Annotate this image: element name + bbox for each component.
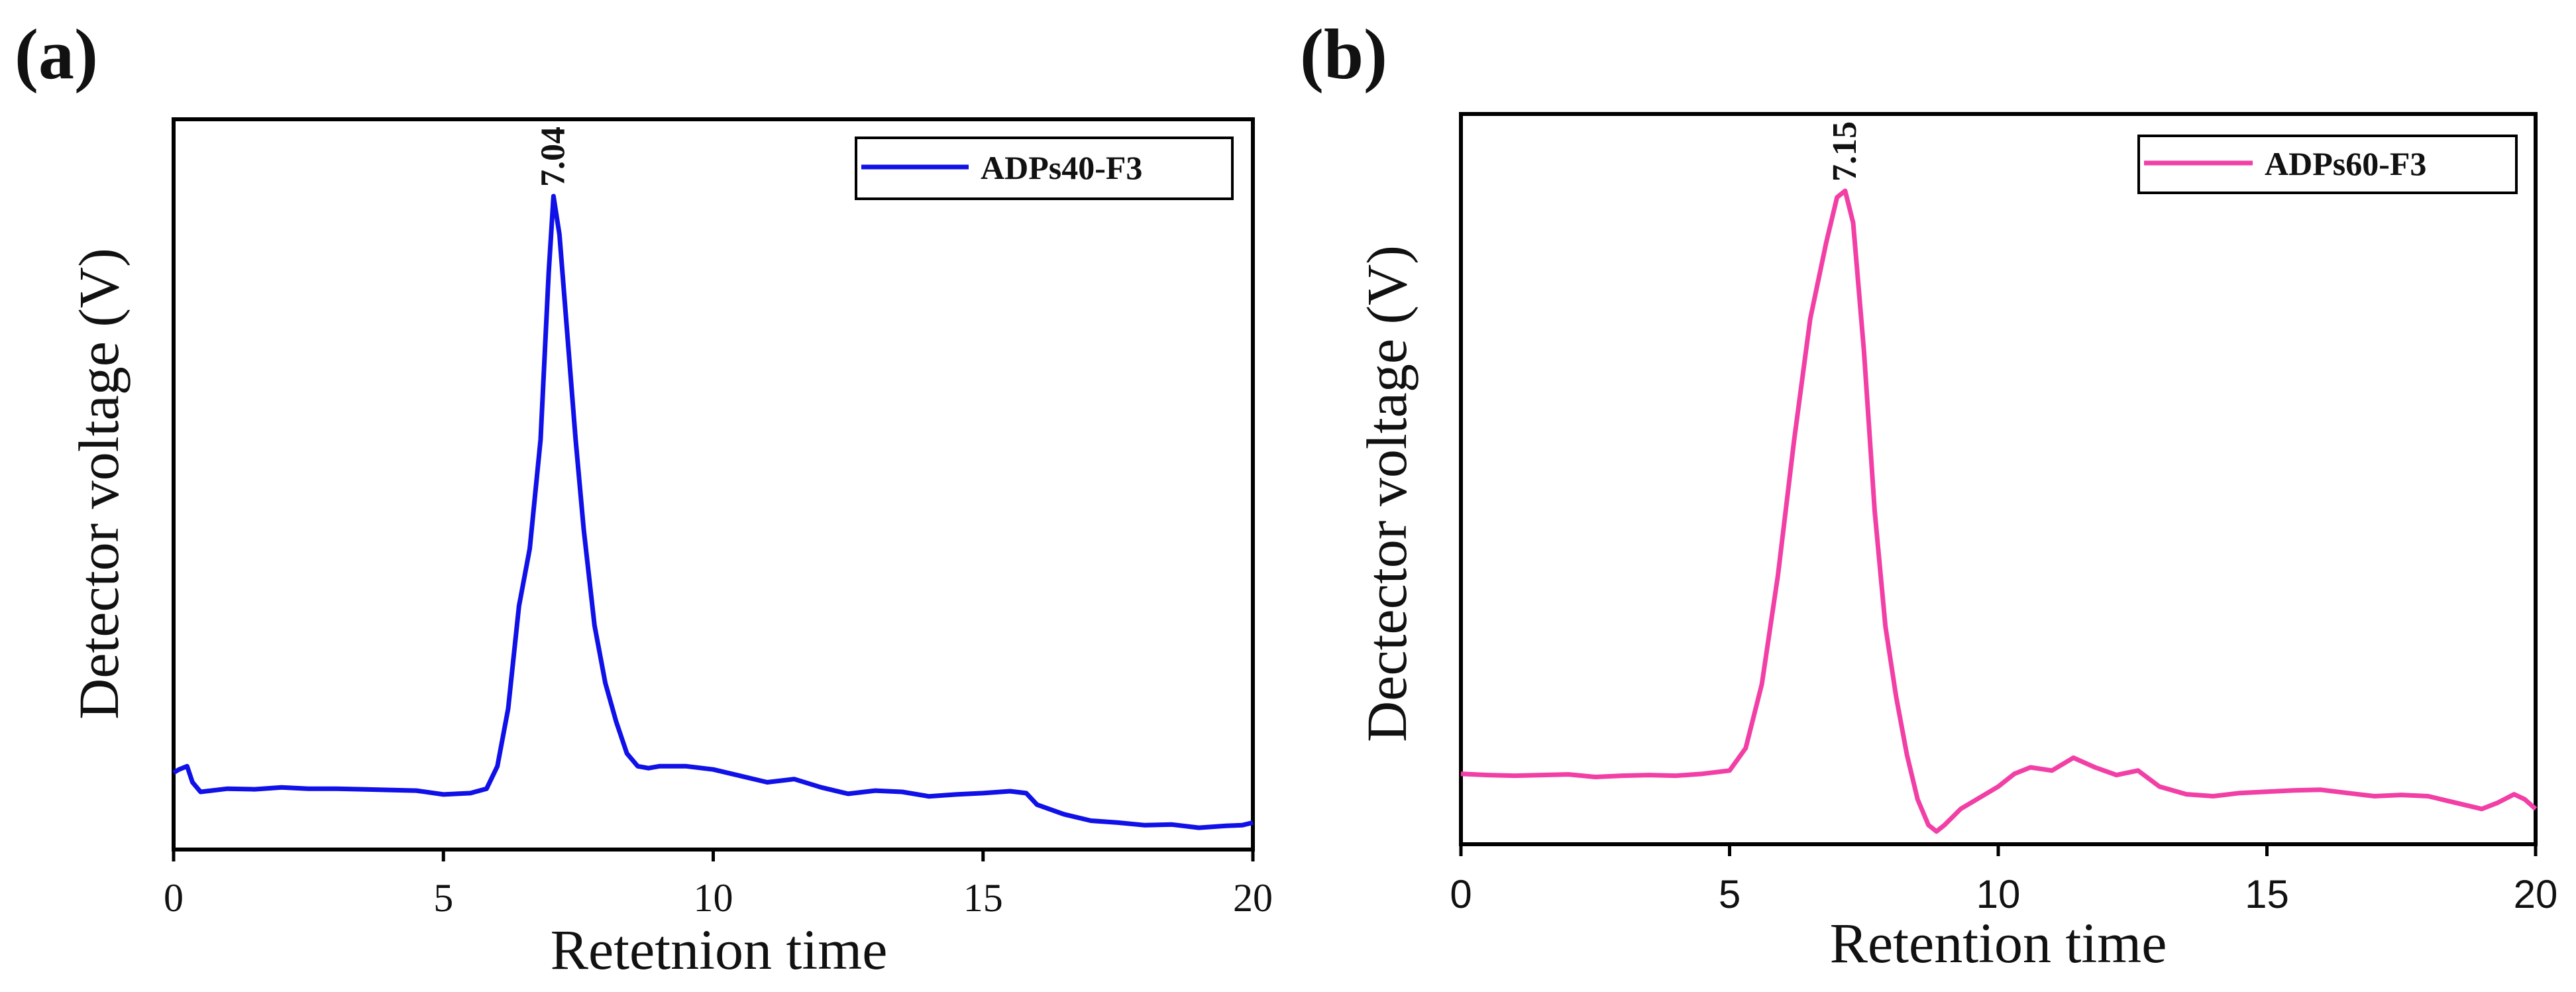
plot-frame-a: [172, 117, 1255, 852]
x-ticks-a: 0 5 10 15 20: [164, 850, 1273, 920]
x-ticks-b: 0 5 10 15 20: [1450, 844, 2557, 916]
legend-label-b: ADPs60-F3: [2265, 145, 2426, 182]
peak-label-a: 7.04: [534, 127, 572, 187]
x-tick-label-a-1: 5: [433, 876, 453, 920]
x-tick-label-b-3: 15: [2245, 872, 2289, 916]
x-tick-label-a-0: 0: [164, 876, 184, 920]
peak-label-b: 7.15: [1826, 121, 1864, 182]
x-axis-title-b: Retention time: [1830, 911, 2167, 975]
y-axis-title-b: Dectector voltage (V): [1355, 245, 1419, 742]
panel-label-a: (a): [15, 15, 98, 94]
y-axis-title-a: Detector voltage (V): [67, 248, 131, 720]
chart-a: (a) Retetnion time Detector voltage (V) …: [15, 15, 1273, 981]
x-tick-label-a-4: 20: [1233, 876, 1273, 920]
legend-a: ADPs40-F3: [855, 137, 1234, 200]
series-line-adps60-f3: [1460, 188, 2538, 834]
x-tick-label-b-2: 10: [1976, 872, 2021, 916]
chart-b: (b) Retention time Dectector voltage (V)…: [1300, 15, 2557, 975]
x-tick-label-b-0: 0: [1450, 872, 1472, 916]
x-tick-label-b-1: 5: [1719, 872, 1741, 916]
x-axis-title-a: Retetnion time: [551, 918, 888, 981]
x-tick-label-a-2: 10: [694, 876, 733, 920]
legend-b: ADPs60-F3: [2137, 135, 2518, 194]
series-line-adps40-f3: [172, 193, 1254, 830]
plot-frame-b: [1459, 112, 2538, 846]
x-tick-label-a-3: 15: [963, 876, 1003, 920]
x-tick-label-b-4: 20: [2514, 872, 2558, 916]
panel-label-b: (b): [1300, 15, 1387, 94]
legend-label-a: ADPs40-F3: [981, 149, 1142, 186]
